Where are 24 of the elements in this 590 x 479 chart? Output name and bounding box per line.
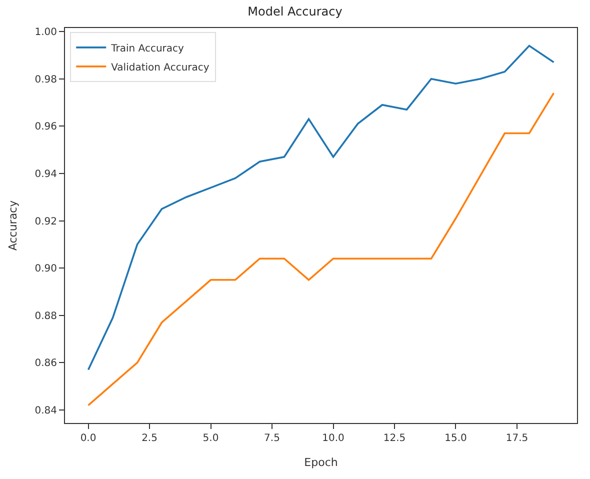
line-series <box>87 92 555 406</box>
x-axis-title: Epoch <box>304 456 338 470</box>
y-tick-label: 0.90 <box>34 264 57 275</box>
x-tick-label: 12.5 <box>383 433 406 444</box>
legend-label: Validation Accuracy <box>111 62 210 74</box>
x-tick-label: 15.0 <box>444 433 467 444</box>
y-tick-label: 0.92 <box>34 216 57 228</box>
chart-title: Model Accuracy <box>248 4 342 19</box>
x-tick-label: 5.0 <box>202 433 219 444</box>
line-series <box>87 44 555 371</box>
x-tick-label: 7.5 <box>264 433 280 444</box>
y-tick-label: 0.98 <box>34 74 57 86</box>
x-tick-label: 0.0 <box>80 433 96 444</box>
y-tick-label: 0.88 <box>34 310 57 322</box>
y-tick-label: 0.96 <box>34 122 57 133</box>
y-tick-label: 0.94 <box>34 168 57 180</box>
x-tick-label: 17.5 <box>506 433 528 444</box>
x-tick-label: 2.5 <box>142 433 158 444</box>
x-tick-label: 10.0 <box>322 433 344 444</box>
y-axis-title: Accuracy <box>6 200 20 251</box>
y-tick-label: 0.86 <box>34 358 57 370</box>
y-tick-label: 0.84 <box>34 405 57 416</box>
y-tick-label: 1.00 <box>34 27 57 38</box>
legend-label: Train Accuracy <box>110 43 184 54</box>
